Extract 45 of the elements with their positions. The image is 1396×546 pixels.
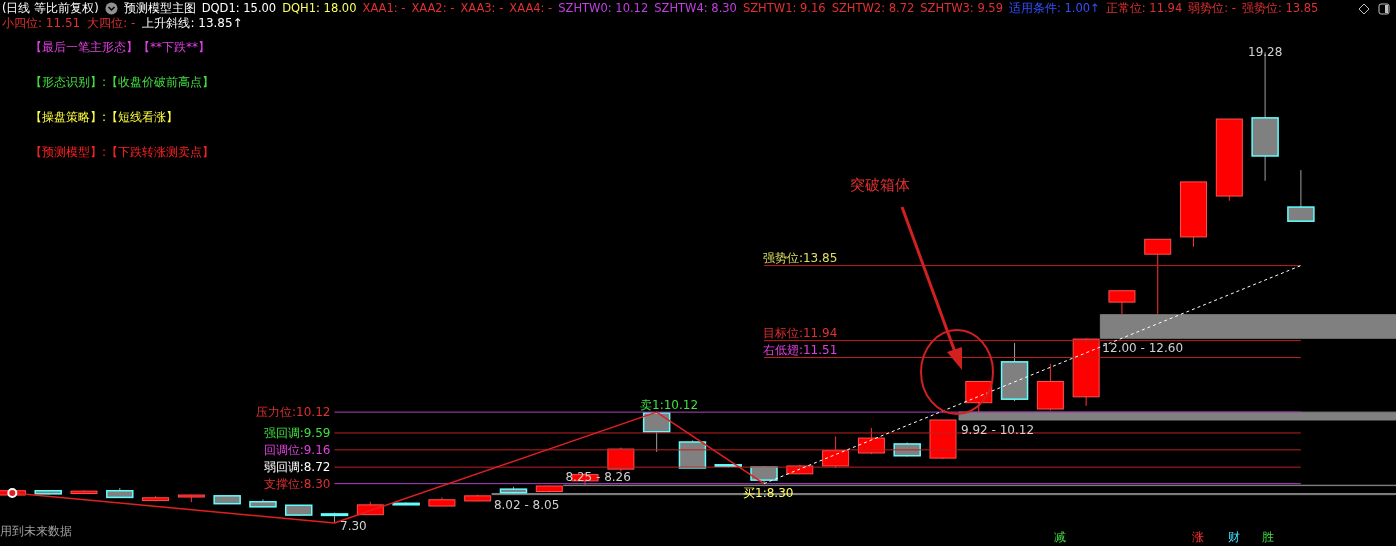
text: 适用条件: 1.00↑ [1009,1,1100,15]
text: DQH1: 18.00 [282,1,357,15]
text: 财 [1228,530,1240,544]
ref-line-label: 压力位:10.12 [256,405,331,420]
text: XAA3: - [460,1,504,15]
text: XAA4: - [509,1,553,15]
ref-line-label: 强势位:13.85 [762,250,838,265]
annotation: 7.30 [340,519,367,533]
ref-line-label: 回调位:9.16 [263,442,331,457]
text: XAA2: - [411,1,455,15]
text: 大四位: - [87,16,136,30]
text: XAA1: - [362,1,406,15]
text: SZHTW1: 9.16 [742,1,826,15]
annotation: 买1:8.30 [743,485,794,500]
text: 胜 [1262,530,1274,544]
annotation: 卖1:10.12 [640,398,699,413]
text: SZHTW3: 9.59 [920,1,1003,15]
text: SZHTW0: 10.12 [558,1,649,15]
text: SZHTW2: 8.72 [831,1,915,15]
band-label: 12.00 - 12.60 [1102,341,1184,356]
text: (日线 等比前复权) [2,1,99,15]
text: 弱势位: - [1188,1,1236,15]
annotation: 【形态识别】:【收盘价破前高点】 [30,75,215,89]
text: 预测模型主图 [123,1,196,15]
text: 减 [1054,530,1066,544]
text: 正常位: 11.94 [1105,1,1183,15]
text: 小四位: 11.51 [2,16,81,30]
ref-line-label: 强回调:9.59 [263,425,331,440]
annotation: 【最后一笔主形态】【**下跌**】 [30,40,210,54]
text: 涨 [1192,530,1204,544]
band-label: 8.02 - 8.05 [493,497,560,512]
annotation: 【预测模型】:【下跌转涨测卖点】 [30,145,215,159]
ref-line-label: 目标位:11.94 [762,325,838,340]
text: SZHTW4: 8.30 [654,1,737,15]
ref-line-label: 右低翅:11.51 [762,342,838,357]
band-label: 9.92 - 10.12 [960,422,1035,437]
text: DQD1: 15.00 [201,1,277,15]
annotation: 【操盘策略】:【短线看涨】 [30,110,179,124]
annotation: 19.28 [1248,45,1283,60]
ref-line-label: 弱回调:8.72 [263,460,331,475]
text: 上升斜线: 13.85↑ [142,16,243,30]
text: 强势位: 13.85 [1241,1,1319,15]
text: 用到未来数据 [0,524,72,538]
ref-line-label: 支撑位:8.30 [263,476,331,491]
annotation: 突破箱体 [850,176,910,194]
